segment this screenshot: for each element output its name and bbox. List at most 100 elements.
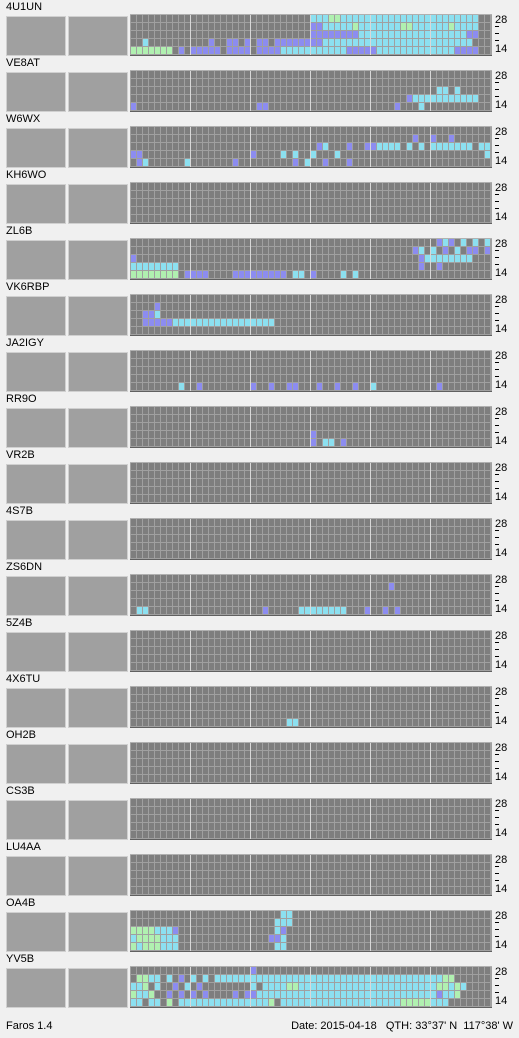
signal-cell [197,255,202,262]
signal-cell [335,439,340,446]
signal-cell [293,95,298,102]
signal-cell [179,351,184,358]
signal-cell [155,207,160,214]
signal-cell [275,463,280,470]
signal-cell [365,319,370,326]
signal-cell [251,767,256,774]
signal-cell [167,151,172,158]
signal-cell [245,855,250,862]
signal-cell-heard [419,47,424,54]
signal-cell [419,647,424,654]
signal-cell [371,471,376,478]
signal-cell [335,415,340,422]
signal-cell [455,375,460,382]
signal-cell-heard [131,255,136,262]
signal-cell-heard [173,271,178,278]
signal-grid [130,294,492,336]
signal-cell [209,855,214,862]
signal-cell [335,199,340,206]
signal-cell [461,479,466,486]
signal-cell [431,591,436,598]
signal-cell [281,519,286,526]
signal-cell [449,831,454,838]
signal-cell [203,15,208,22]
signal-cell [341,79,346,86]
signal-cell [455,359,460,366]
signal-cell [359,743,364,750]
signal-cell [245,367,250,374]
signal-cell [239,599,244,606]
signal-cell [137,207,142,214]
signal-cell [347,407,352,414]
signal-cell [353,879,358,886]
signal-cell [185,79,190,86]
signal-cell [245,127,250,134]
signal-cell [293,71,298,78]
signal-cell [215,807,220,814]
signal-cell [449,543,454,550]
signal-cell [131,471,136,478]
signal-cell [197,711,202,718]
signal-cell [203,639,208,646]
signal-cell [359,871,364,878]
signal-cell [299,711,304,718]
signal-cell [173,687,178,694]
signal-cell [359,663,364,670]
signal-cell [263,719,268,726]
signal-cell-heard [473,47,478,54]
signal-cell [389,607,394,614]
signal-cell [401,199,406,206]
signal-cell-heard [167,47,172,54]
signal-cell [143,695,148,702]
signal-cell [485,127,490,134]
signal-cell [365,239,370,246]
signal-cell [263,311,268,318]
signal-cell [191,767,196,774]
signal-cell [473,759,478,766]
signal-cell [359,823,364,830]
signal-cell [353,807,358,814]
signal-cell [449,583,454,590]
signal-cell [473,879,478,886]
signal-cell [203,831,208,838]
signal-cell [383,831,388,838]
axis-label-top: 28 [495,70,508,82]
signal-cell [221,255,226,262]
signal-cell [275,407,280,414]
signal-cell [179,183,184,190]
signal-cell [233,823,238,830]
signal-cell [401,103,406,110]
signal-cell-heard [425,255,430,262]
signal-cell [485,479,490,486]
signal-cell [275,543,280,550]
signal-cell-heard [131,271,136,278]
signal-cell [413,535,418,542]
signal-cell [173,647,178,654]
signal-cell [323,871,328,878]
signal-cell [263,95,268,102]
signal-cell [149,215,154,222]
signal-cell [341,799,346,806]
signal-cell [149,575,154,582]
signal-cell [401,767,406,774]
signal-cell [395,831,400,838]
signal-cell [263,143,268,150]
signal-cell [161,479,166,486]
signal-cell [149,471,154,478]
signal-cell [275,583,280,590]
signal-cell [167,831,172,838]
signal-cell [479,831,484,838]
signal-cell [203,527,208,534]
signal-cell [173,775,178,782]
signal-cell [359,719,364,726]
signal-cell [359,151,364,158]
signal-cell [383,871,388,878]
signal-cell [281,407,286,414]
signal-cell [191,303,196,310]
signal-cell [347,439,352,446]
signal-cell [263,487,268,494]
signal-cell [281,463,286,470]
signal-cell [263,711,268,718]
signal-cell [161,311,166,318]
signal-cell [155,639,160,646]
